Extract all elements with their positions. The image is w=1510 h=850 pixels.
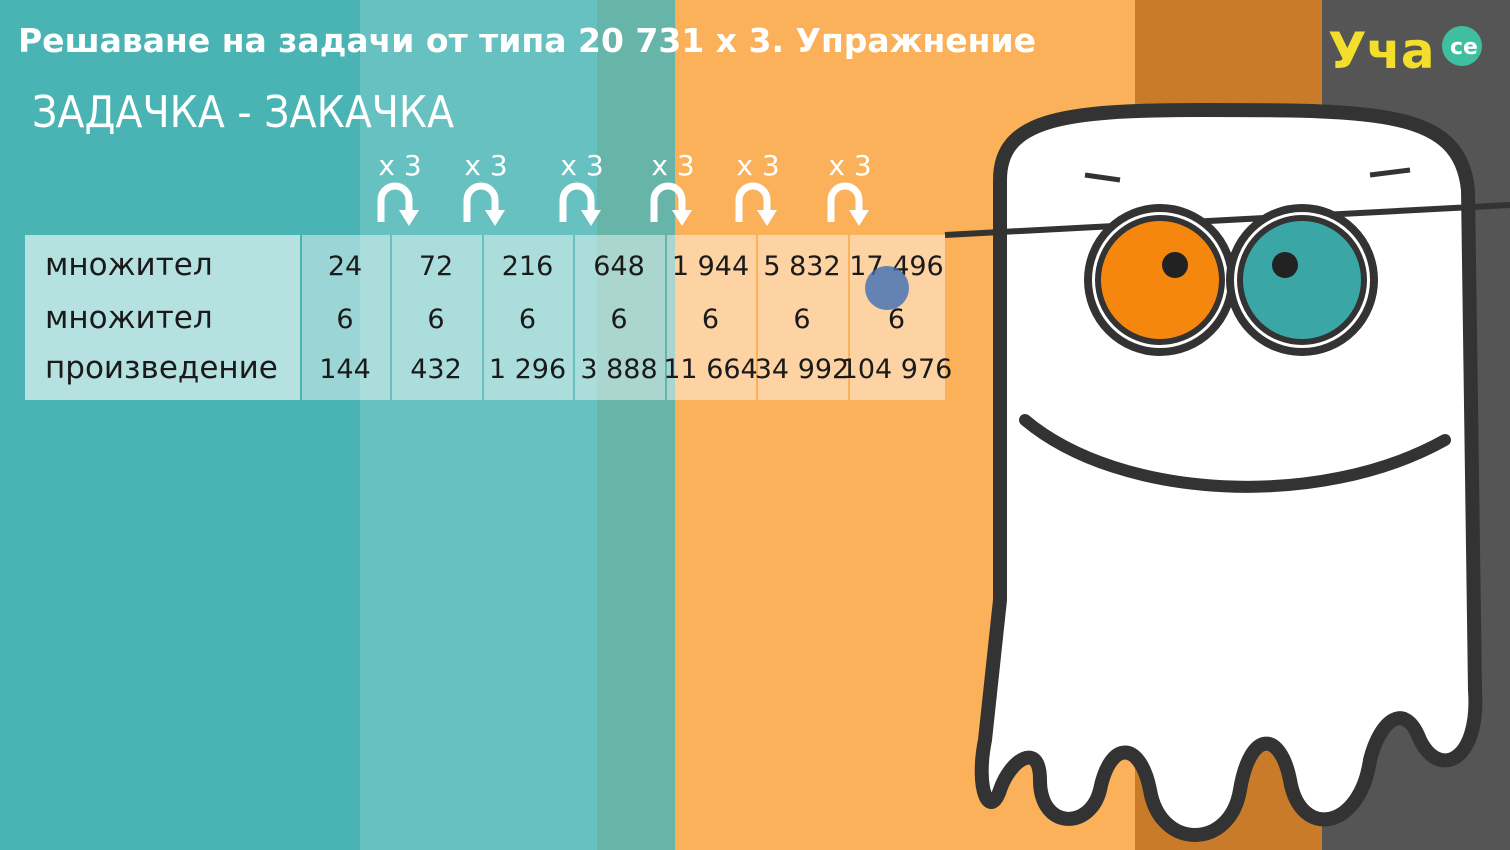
table-cell: 3 888 xyxy=(580,354,657,385)
operation-label: x 3 xyxy=(464,149,507,182)
mouse-cursor-highlight xyxy=(865,266,909,310)
logo-badge-bg xyxy=(1442,26,1482,66)
logo-badge: се xyxy=(1450,35,1478,60)
table-cell: 6 xyxy=(793,304,810,335)
row-label: множител xyxy=(45,300,213,336)
ghost-illustration xyxy=(944,103,1510,842)
table-cell: 5 832 xyxy=(763,251,840,282)
arrow-head xyxy=(757,210,777,226)
table-column xyxy=(758,235,848,400)
operation-label: x 3 xyxy=(651,149,694,182)
arrow-head xyxy=(849,210,869,226)
table-cell: 216 xyxy=(502,251,554,282)
table-cell: 6 xyxy=(888,304,905,335)
arrow xyxy=(650,182,686,222)
table-column xyxy=(850,235,945,400)
arrow xyxy=(559,182,595,222)
logo: Уча xyxy=(1328,22,1435,80)
arrow xyxy=(735,182,771,222)
table-column xyxy=(392,235,482,400)
stripe xyxy=(360,0,597,850)
video-title: Решаване на задачи от типа 20 731 х 3. У… xyxy=(18,21,1036,60)
table-cell: 1 944 xyxy=(672,251,749,282)
operation-label: x 3 xyxy=(736,149,779,182)
row-label: произведение xyxy=(45,350,278,386)
arrow xyxy=(377,182,413,222)
table-cell: 11 664 xyxy=(663,354,757,385)
table-column xyxy=(484,235,573,400)
table-cell: 24 xyxy=(328,251,362,282)
table-cell: 6 xyxy=(610,304,627,335)
operation-arrows: x 3 x 3 x 3 x 3 x 3 x 3 xyxy=(377,149,872,226)
row-label: множител xyxy=(45,247,213,283)
table-column xyxy=(25,235,300,400)
table-cell: 6 xyxy=(702,304,719,335)
stripe xyxy=(0,0,360,850)
arrow xyxy=(827,182,863,222)
table-cell: 144 xyxy=(319,354,371,385)
table-column xyxy=(302,235,390,400)
table-cell: 6 xyxy=(427,304,444,335)
exercise-title: ЗАДАЧКА - ЗАКАЧКА xyxy=(32,87,454,138)
arrow xyxy=(463,182,499,222)
table-cell: 432 xyxy=(410,354,462,385)
table-column xyxy=(575,235,665,400)
operation-label: x 3 xyxy=(560,149,603,182)
arrow-head xyxy=(672,210,692,226)
table-cell: 72 xyxy=(419,251,453,282)
table-cell: 6 xyxy=(519,304,536,335)
table-cell: 648 xyxy=(593,251,645,282)
table-column xyxy=(667,235,756,400)
table-cell: 34 992 xyxy=(755,354,849,385)
operation-label: x 3 xyxy=(828,149,871,182)
table: множител 24 72 216 648 1 944 5 832 17 496множит… xyxy=(25,235,952,400)
arrow-head xyxy=(399,210,419,226)
stripe xyxy=(597,0,675,850)
table-cell: 6 xyxy=(336,304,353,335)
table-cell: 1 296 xyxy=(489,354,566,385)
operation-label: x 3 xyxy=(378,149,421,182)
arrow-head xyxy=(581,210,601,226)
table-cell: 104 976 xyxy=(841,354,953,385)
arrow-head xyxy=(485,210,505,226)
